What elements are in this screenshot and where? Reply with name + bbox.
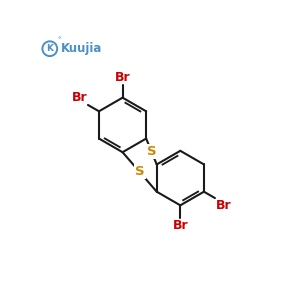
Text: Br: Br [72, 91, 87, 104]
Text: Br: Br [172, 219, 188, 232]
Text: Kuujia: Kuujia [61, 42, 102, 55]
Text: K: K [46, 44, 53, 53]
Text: S: S [147, 145, 156, 158]
Text: Br: Br [216, 199, 231, 212]
Text: Br: Br [115, 71, 130, 84]
Text: °: ° [57, 37, 61, 43]
Text: S: S [135, 165, 144, 178]
